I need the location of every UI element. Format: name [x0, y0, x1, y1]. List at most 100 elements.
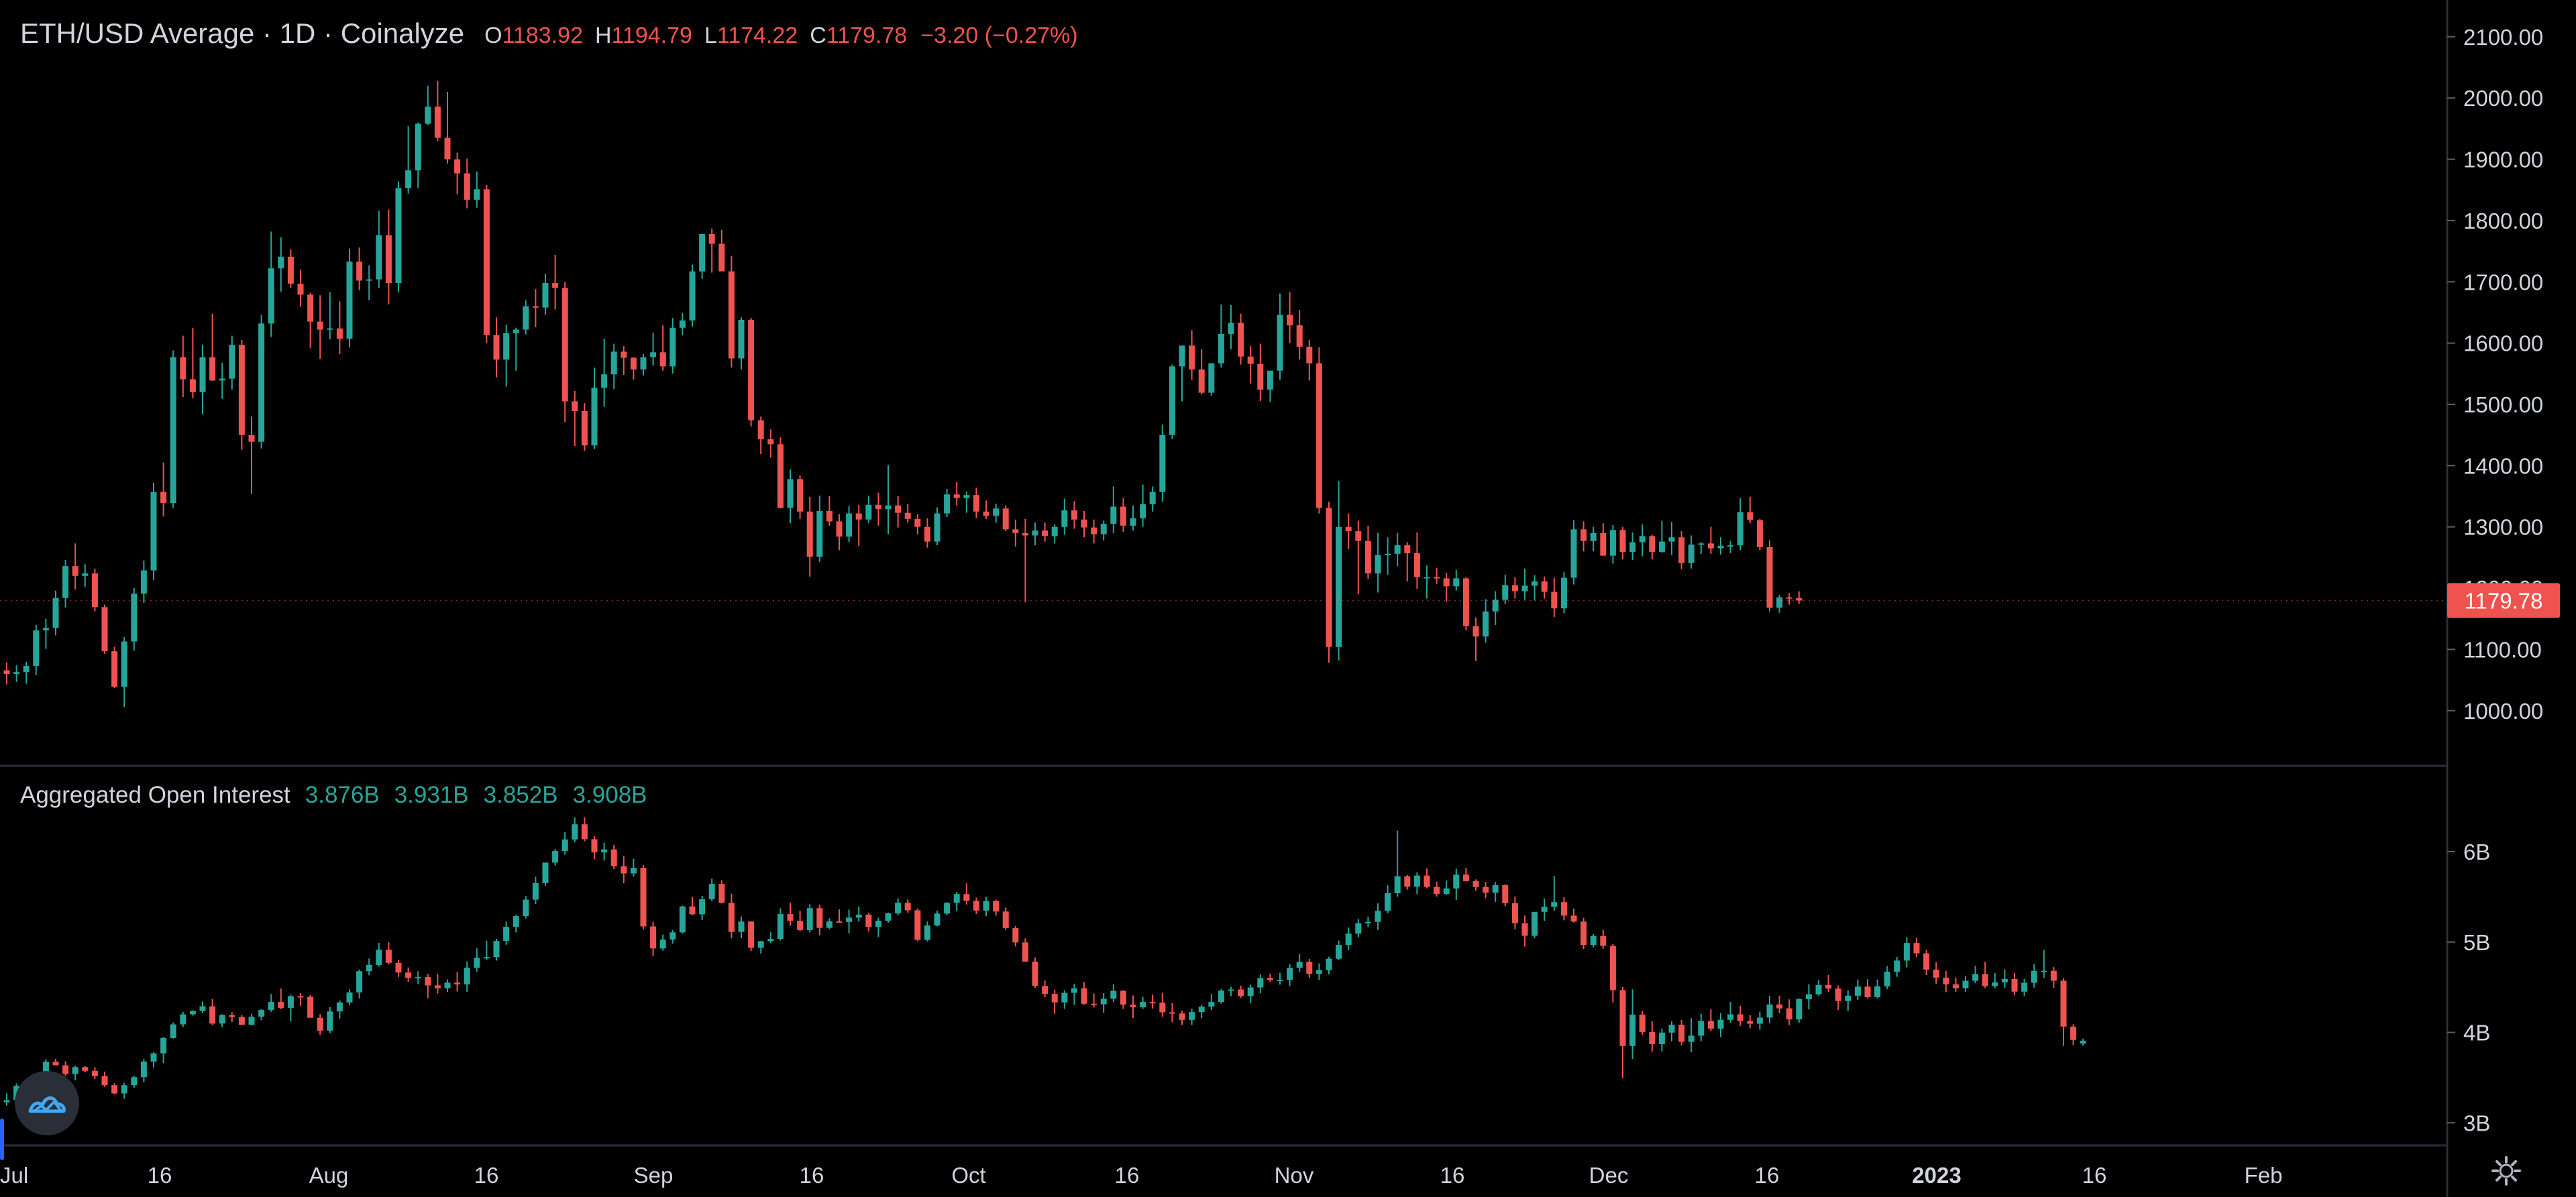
price-candle [757, 420, 764, 440]
price-candle [1336, 526, 1342, 647]
oi-candle [621, 866, 627, 874]
price-candle [1776, 597, 1783, 608]
price-candle [1130, 518, 1136, 526]
price-candle [1189, 345, 1195, 369]
oi-candle [983, 901, 989, 911]
oi-candle [1169, 1012, 1175, 1014]
oi-candle [2080, 1040, 2086, 1044]
oi-candle [650, 926, 657, 949]
price-candle [366, 279, 372, 281]
oi-candle [914, 910, 921, 940]
oi-candle [1639, 1015, 1646, 1032]
oi-candle [1619, 990, 1626, 1046]
price-candle [385, 235, 392, 284]
symbol-title[interactable]: ETH/USD Average · 1D · Coinalyze [20, 17, 465, 49]
oi-candle [1609, 946, 1616, 990]
price-candle [111, 651, 118, 687]
oi-candle [101, 1076, 108, 1086]
oi-candle [366, 964, 372, 972]
oi-candle [1678, 1025, 1685, 1042]
oi-candle [199, 1006, 206, 1011]
price-candle [1678, 537, 1685, 563]
oi-candle [1864, 986, 1871, 997]
price-candle [170, 357, 176, 504]
price-candle [983, 511, 989, 516]
price-candle [1394, 545, 1401, 554]
price-legend: ETH/USD Average · 1D · Coinalyze O 1183.9… [20, 17, 1078, 50]
price-candle [846, 513, 853, 537]
price-candle [1042, 530, 1049, 536]
price-candle [875, 504, 881, 510]
price-candle [121, 641, 127, 687]
oi-candle [503, 927, 510, 942]
price-candle [1796, 597, 1803, 601]
price-candle [1492, 600, 1499, 612]
coinalyze-logo-icon[interactable] [15, 1071, 79, 1135]
price-candle [699, 233, 706, 272]
oi-candle [924, 925, 930, 940]
last-price-badge [2447, 583, 2560, 618]
price-candle [1208, 363, 1215, 393]
oi-candle [1110, 990, 1117, 999]
price-candle [1404, 545, 1411, 553]
close-value: 1179.78 [826, 23, 908, 48]
time-label: 16 [1440, 1163, 1465, 1188]
oi-candle [2060, 980, 2067, 1027]
price-candle [229, 345, 235, 379]
price-candle [610, 351, 617, 375]
price-candle [1560, 577, 1567, 609]
oi-candle [1727, 1014, 1734, 1020]
price-candle [1169, 366, 1175, 435]
time-label: Oct [951, 1163, 985, 1188]
oi-candle [523, 899, 529, 917]
oi-candle [1815, 984, 1822, 994]
time-label: Feb [2245, 1163, 2283, 1188]
oi-candle [1649, 1031, 1656, 1044]
oi-legend: Aggregated Open Interest 3.876B 3.931B 3… [20, 782, 647, 809]
oi-tick-label: 3B [2463, 1110, 2490, 1135]
price-candle [219, 378, 225, 381]
oi-candle [669, 932, 676, 940]
oi-candle [806, 908, 813, 930]
price-candle [1698, 543, 1705, 545]
oi-candle [973, 901, 979, 911]
oi-candle [777, 914, 784, 939]
oi-candle [1140, 1002, 1146, 1007]
oi-candle [336, 1002, 343, 1012]
oi-candle [679, 906, 686, 933]
oi-candle [356, 971, 363, 992]
price-candle [1649, 536, 1656, 553]
oi-candle [1590, 935, 1597, 946]
oi-candle [1972, 974, 1979, 981]
price-candle [131, 593, 138, 642]
price-candle [1737, 512, 1743, 546]
price-candle [140, 570, 147, 594]
oi-candle [219, 1015, 225, 1024]
time-label: Sep [634, 1163, 674, 1188]
oi-candle [1913, 943, 1920, 954]
price-candle [1551, 591, 1558, 609]
oi-candle [385, 950, 392, 963]
oi-candle [1511, 903, 1518, 923]
price-candle [1238, 323, 1244, 357]
price-candle [924, 526, 930, 542]
price-candle [327, 328, 333, 330]
price-candle [1179, 345, 1185, 367]
price-candle [72, 566, 78, 576]
price-tick-label: 2000.00 [2463, 86, 2543, 111]
oi-candle [1462, 874, 1469, 881]
oi-candle [2031, 970, 2037, 983]
oi-candle [1267, 978, 1273, 980]
gear-icon[interactable] [2490, 1155, 2522, 1187]
oi-candle [2041, 970, 2047, 972]
price-candle [1658, 541, 1665, 553]
price-candle [993, 508, 1000, 516]
oi-candle [1943, 977, 1949, 984]
oi-candle [846, 917, 853, 922]
price-candle [1688, 545, 1695, 563]
price-candle [1051, 526, 1058, 536]
oi-title[interactable]: Aggregated Open Interest [20, 782, 290, 808]
oi-candle [1962, 980, 1969, 988]
oi-candle [1894, 960, 1900, 972]
